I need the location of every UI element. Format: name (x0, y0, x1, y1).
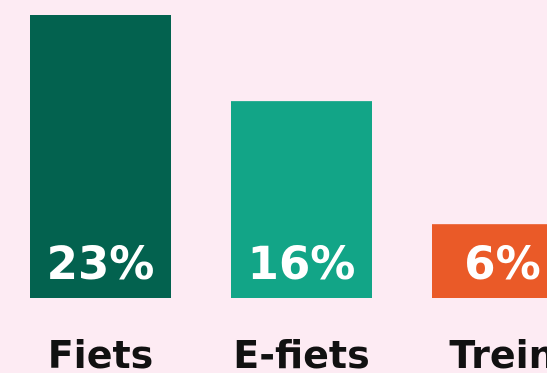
value-label-fiets: 23% (47, 237, 155, 290)
bar-e-fiets (231, 101, 372, 298)
category-label-e-fiets: E-fiets (233, 333, 369, 373)
value-label-trein: 6% (464, 237, 540, 290)
value-label-e-fiets: 16% (248, 237, 356, 290)
bars-layer (30, 15, 547, 298)
category-label-trein: Trein (449, 333, 547, 373)
category-label-fiets: Fiets (48, 333, 154, 373)
category-labels-layer: Fiets E-fiets Trein (48, 333, 547, 373)
bar-fiets (30, 15, 171, 298)
value-labels-layer: 23% 16% 6% (47, 237, 541, 290)
bar-trein (432, 224, 547, 298)
